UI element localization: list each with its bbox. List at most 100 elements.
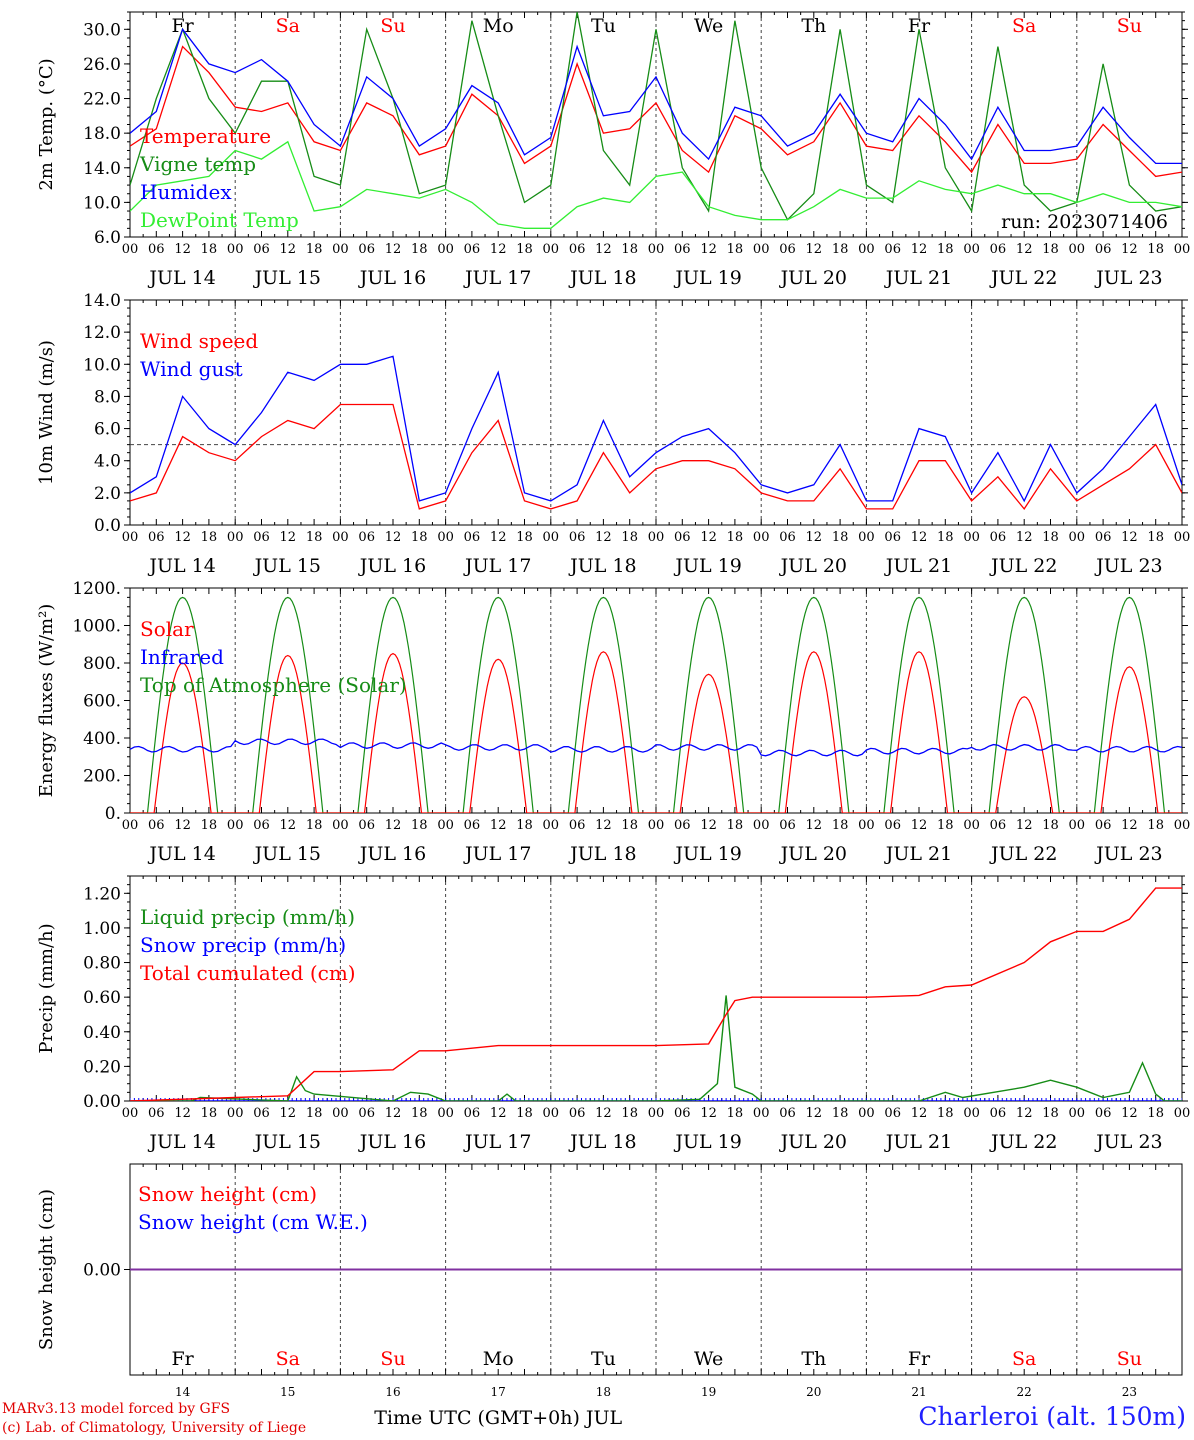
y-tick-label: 1.20 bbox=[83, 884, 121, 904]
hour-tick-label: 00 bbox=[1174, 242, 1191, 257]
hour-tick-label: 06 bbox=[1095, 1106, 1112, 1121]
y-axis-label: 2m Temp. (°C) bbox=[36, 58, 57, 190]
weekday-label: Tu bbox=[591, 15, 616, 37]
plot-frame bbox=[129, 587, 1183, 814]
hour-tick-label: 06 bbox=[569, 1106, 586, 1121]
hour-tick-label: 18 bbox=[621, 818, 638, 833]
hour-tick-label: 00 bbox=[437, 242, 454, 257]
hour-tick-label: 18 bbox=[832, 1106, 849, 1121]
hour-tick-label: 18 bbox=[1042, 530, 1059, 545]
date-label: JUL 23 bbox=[1094, 267, 1162, 289]
y-tick-label: 0.40 bbox=[83, 1023, 121, 1043]
hour-tick-label: 06 bbox=[884, 242, 901, 257]
hour-tick-label: 06 bbox=[990, 530, 1007, 545]
date-label: JUL 16 bbox=[358, 555, 426, 577]
day-number-label: 19 bbox=[701, 1385, 716, 1399]
hour-tick-label: 18 bbox=[516, 242, 533, 257]
legend-entry: Total cumulated (cm) bbox=[140, 961, 356, 985]
hour-tick-label: 12 bbox=[595, 1106, 612, 1121]
series-line-temperature bbox=[130, 45, 1182, 178]
date-label: JUL 16 bbox=[358, 267, 426, 289]
date-label: JUL 22 bbox=[989, 1131, 1057, 1153]
hour-tick-label: 12 bbox=[174, 242, 191, 257]
hour-tick-label: 00 bbox=[1069, 530, 1086, 545]
weekday-label: We bbox=[694, 1348, 723, 1370]
series-line-dewpoint-temp bbox=[130, 140, 1182, 229]
hour-tick-label: 06 bbox=[464, 1106, 481, 1121]
day-number-label: 23 bbox=[1122, 1385, 1137, 1399]
y-tick-label: 8.0 bbox=[94, 387, 121, 407]
hour-tick-label: 06 bbox=[358, 818, 375, 833]
date-label: JUL 21 bbox=[884, 843, 952, 865]
hour-tick-label: 12 bbox=[911, 242, 928, 257]
hour-tick-label: 06 bbox=[569, 818, 586, 833]
day-number-label: 14 bbox=[175, 1385, 191, 1399]
date-label: JUL 15 bbox=[253, 1131, 321, 1153]
hour-tick-label: 00 bbox=[543, 242, 560, 257]
hour-tick-label: 18 bbox=[516, 1106, 533, 1121]
weekday-label: Su bbox=[1117, 15, 1142, 37]
hour-tick-label: 18 bbox=[937, 530, 954, 545]
date-label: JUL 21 bbox=[884, 555, 952, 577]
hour-tick-label: 00 bbox=[1174, 1106, 1191, 1121]
hour-tick-label: 00 bbox=[122, 1106, 139, 1121]
hour-tick-label: 06 bbox=[884, 1106, 901, 1121]
legend-entry: Solar bbox=[140, 617, 194, 641]
hour-tick-label: 00 bbox=[963, 818, 980, 833]
date-label: JUL 21 bbox=[884, 1131, 952, 1153]
day-number-label: 17 bbox=[491, 1385, 506, 1399]
hour-tick-label: 12 bbox=[490, 242, 507, 257]
date-label: JUL 17 bbox=[463, 555, 531, 577]
hour-tick-label: 12 bbox=[911, 1106, 928, 1121]
hour-tick-label: 18 bbox=[516, 530, 533, 545]
hour-tick-label: 00 bbox=[648, 242, 665, 257]
hour-tick-label: 00 bbox=[1069, 1106, 1086, 1121]
hour-tick-label: 00 bbox=[963, 530, 980, 545]
hour-tick-label: 00 bbox=[332, 818, 349, 833]
y-axis-label: 10m Wind (m/s) bbox=[36, 340, 57, 485]
hour-tick-label: 00 bbox=[963, 242, 980, 257]
hour-tick-label: 00 bbox=[1174, 818, 1191, 833]
y-tick-label: 26.0 bbox=[83, 55, 121, 75]
hour-tick-label: 06 bbox=[990, 242, 1007, 257]
y-tick-label: 1000. bbox=[72, 617, 121, 637]
hour-tick-label: 06 bbox=[358, 1106, 375, 1121]
legend-entry: Temperature bbox=[140, 124, 271, 148]
hour-tick-label: 06 bbox=[569, 242, 586, 257]
hour-tick-label: 12 bbox=[1121, 242, 1138, 257]
date-label: JUL 14 bbox=[147, 267, 215, 289]
hour-tick-label: 18 bbox=[832, 242, 849, 257]
date-label: JUL 16 bbox=[358, 1131, 426, 1153]
hour-tick-label: 00 bbox=[753, 1106, 770, 1121]
legend-entry: Humidex bbox=[140, 180, 232, 204]
date-label: JUL 19 bbox=[673, 555, 741, 577]
y-tick-label: 6.0 bbox=[94, 228, 121, 248]
weekday-label: Th bbox=[801, 1348, 826, 1370]
hour-tick-label: 12 bbox=[385, 530, 402, 545]
hour-tick-label: 18 bbox=[306, 242, 323, 257]
hour-tick-label: 06 bbox=[674, 818, 691, 833]
series-line-wind-gust bbox=[130, 355, 1182, 503]
hour-tick-label: 18 bbox=[937, 1106, 954, 1121]
date-label: JUL 15 bbox=[253, 555, 321, 577]
date-label: JUL 22 bbox=[989, 843, 1057, 865]
y-tick-label: 1.00 bbox=[83, 919, 121, 939]
date-label: JUL 21 bbox=[884, 267, 952, 289]
hour-tick-label: 06 bbox=[253, 242, 270, 257]
legend-entry: Snow precip (mm/h) bbox=[140, 933, 346, 957]
y-tick-label: 0.00 bbox=[83, 1261, 121, 1281]
y-tick-label: 18.0 bbox=[83, 124, 121, 144]
hour-tick-label: 12 bbox=[1121, 1106, 1138, 1121]
hour-tick-label: 12 bbox=[280, 1106, 297, 1121]
y-tick-label: 0. bbox=[105, 804, 121, 824]
hour-tick-label: 06 bbox=[253, 530, 270, 545]
hour-tick-label: 12 bbox=[385, 242, 402, 257]
date-label: JUL 23 bbox=[1094, 1131, 1162, 1153]
date-label: JUL 23 bbox=[1094, 843, 1162, 865]
hour-tick-label: 18 bbox=[937, 242, 954, 257]
hour-tick-label: 06 bbox=[1095, 242, 1112, 257]
hour-tick-label: 12 bbox=[174, 530, 191, 545]
run-annotation: run: 2023071406 bbox=[1001, 211, 1168, 233]
hour-tick-label: 06 bbox=[884, 818, 901, 833]
hour-tick-label: 00 bbox=[332, 530, 349, 545]
